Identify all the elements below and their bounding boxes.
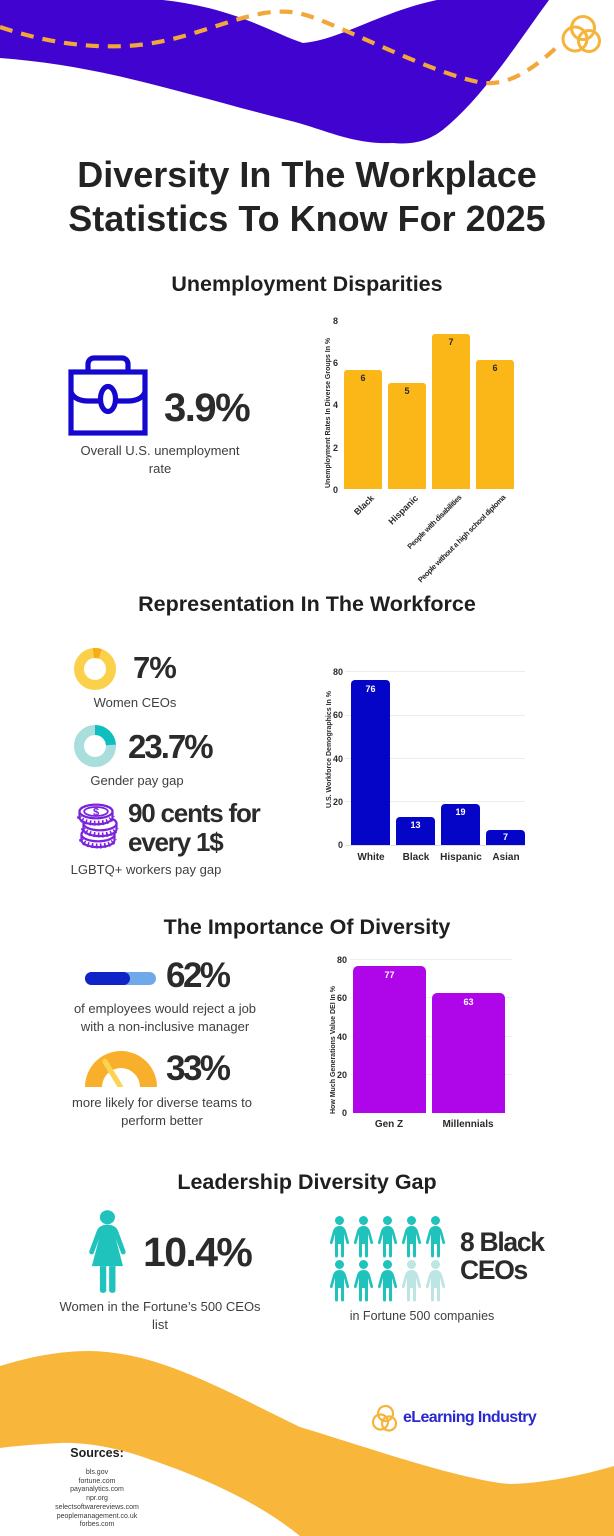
svg-text:$: $ [93, 807, 99, 819]
